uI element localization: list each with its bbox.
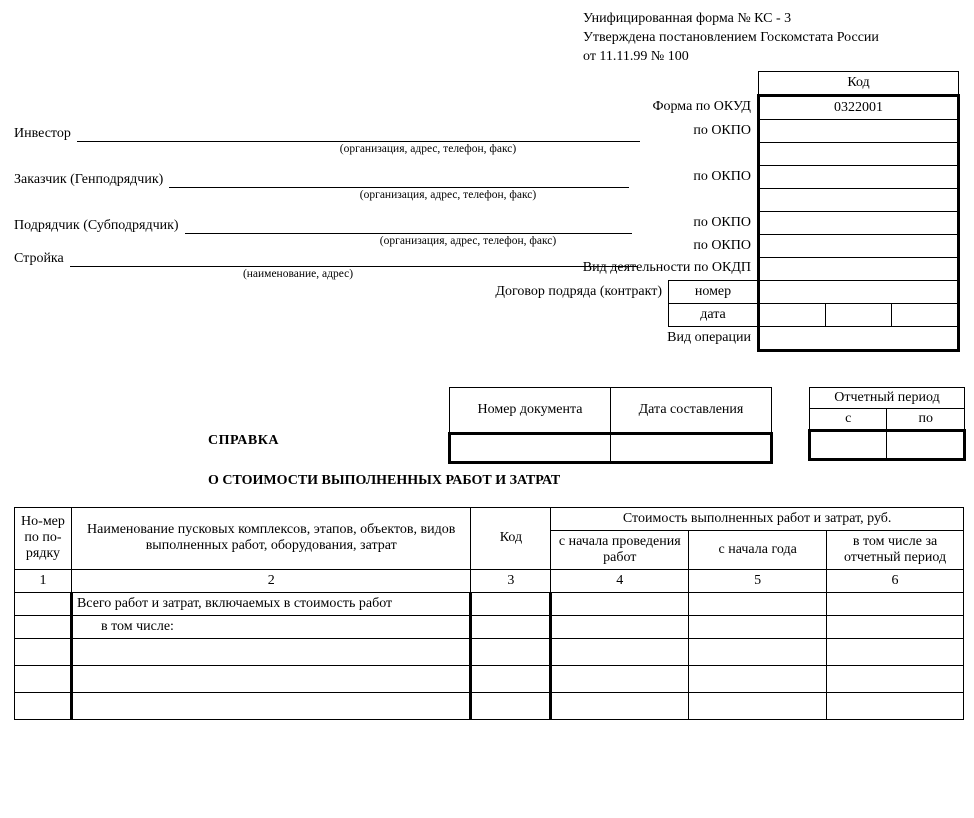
row1-num [15, 592, 72, 615]
row2-v2 [689, 615, 827, 638]
contract-label: Договор подряда (контракт) [495, 280, 668, 303]
col-1-header: Но-мер по по-рядку [15, 507, 72, 569]
form-line-2: Утверждена постановлением Госкомстата Ро… [583, 29, 966, 48]
col-3-header: Код [471, 507, 551, 569]
investor-line [77, 127, 640, 142]
customer-caption: (организация, адрес, телефон, факс) [308, 189, 588, 201]
form-line-1: Унифицированная форма № КС - 3 [583, 10, 966, 29]
row1-name: Всего работ и затрат, включаемых в стоим… [71, 592, 470, 615]
row2-code [471, 615, 551, 638]
contract-date-m [826, 304, 892, 326]
document-title: СПРАВКА [208, 433, 279, 449]
column-number-row: 1 2 3 4 5 6 [15, 569, 964, 592]
okdp-value [759, 257, 959, 280]
contractor-okpo-value [759, 211, 959, 234]
contract-date-cells [759, 303, 959, 326]
table-row: в том числе: [15, 615, 964, 638]
row2-v1 [551, 615, 689, 638]
period-table: Отчетный период с по [808, 387, 966, 461]
period-header: Отчетный период [810, 387, 965, 408]
site-label: Стройка [14, 251, 64, 267]
mid-section: Номер документа Дата составления Отчетны… [8, 387, 966, 477]
period-to-label: по [887, 408, 965, 430]
contract-date-label: дата [669, 303, 759, 326]
table-row [15, 638, 964, 665]
okud-value: 0322001 [759, 95, 959, 119]
customer-row: Заказчик (Генподрядчик) [14, 172, 629, 188]
colnum-1: 1 [15, 569, 72, 592]
customer-okpo-value [759, 165, 959, 188]
row1-v1 [551, 592, 689, 615]
site-row: Стройка [14, 251, 638, 267]
contract-number-label: номер [669, 280, 759, 303]
site-caption: (наименование, адрес) [188, 268, 408, 280]
doc-number-table: Номер документа Дата составления [448, 387, 773, 464]
period-from-label: с [810, 408, 887, 430]
customer-okpo-extra [759, 188, 959, 211]
investor-okpo-extra [759, 142, 959, 165]
row2-num [15, 615, 72, 638]
col-4a-header: с начала проведения работ [551, 530, 689, 569]
row2-name: в том числе: [71, 615, 470, 638]
okud-label: Форма по ОКУД [495, 95, 758, 119]
code-table: Код Форма по ОКУД 0322001 по ОКПО по ОКП… [495, 71, 960, 352]
main-data-table: Но-мер по по-рядку Наименование пусковых… [14, 507, 964, 720]
colnum-4: 4 [551, 569, 689, 592]
contract-date-y [891, 304, 957, 326]
table-row [15, 692, 964, 719]
doc-date-value [611, 433, 772, 462]
colnum-2: 2 [71, 569, 470, 592]
col-4b-header: с начала года [689, 530, 827, 569]
operation-value [759, 326, 959, 350]
contractor-row: Подрядчик (Субподрядчик) [14, 218, 632, 234]
doc-no-value [450, 433, 611, 462]
row1-v2 [689, 592, 827, 615]
contract-number-value [759, 280, 959, 303]
customer-label: Заказчик (Генподрядчик) [14, 172, 163, 188]
contractor-label: Подрядчик (Субподрядчик) [14, 218, 179, 234]
col-4c-header: в том числе за отчетный период [827, 530, 964, 569]
doc-no-label: Номер документа [450, 387, 611, 433]
investor-label: Инвестор [14, 126, 71, 142]
site-okpo-value [759, 234, 959, 257]
period-to-value [887, 430, 965, 459]
doc-date-label: Дата составления [611, 387, 772, 433]
site-line [70, 252, 638, 267]
col-4-group-header: Стоимость выполненных работ и затрат, ру… [551, 507, 964, 530]
operation-label: Вид операции [495, 326, 758, 350]
investor-caption: (организация, адрес, телефон, факс) [288, 143, 568, 155]
contractor-line [185, 219, 632, 234]
col-2-header: Наименование пусковых комплексов, этапов… [71, 507, 470, 569]
contractor-caption: (организация, адрес, телефон, факс) [328, 235, 608, 247]
form-approval-header: Унифицированная форма № КС - 3 Утвержден… [583, 10, 966, 67]
investor-okpo-value [759, 119, 959, 142]
investor-row: Инвестор [14, 126, 640, 142]
colnum-5: 5 [689, 569, 827, 592]
period-from-value [810, 430, 887, 459]
row2-v3 [827, 615, 964, 638]
form-line-3: от 11.11.99 № 100 [583, 48, 966, 67]
table-row: Всего работ и затрат, включаемых в стоим… [15, 592, 964, 615]
colnum-3: 3 [471, 569, 551, 592]
colnum-6: 6 [827, 569, 964, 592]
title-line-1: СПРАВКА [208, 433, 279, 449]
row1-v3 [827, 592, 964, 615]
top-section: Код Форма по ОКУД 0322001 по ОКПО по ОКП… [8, 71, 966, 381]
customer-line [169, 173, 629, 188]
kod-header: Код [759, 71, 959, 95]
contract-date-d [760, 304, 826, 326]
row1-code [471, 592, 551, 615]
table-row [15, 665, 964, 692]
